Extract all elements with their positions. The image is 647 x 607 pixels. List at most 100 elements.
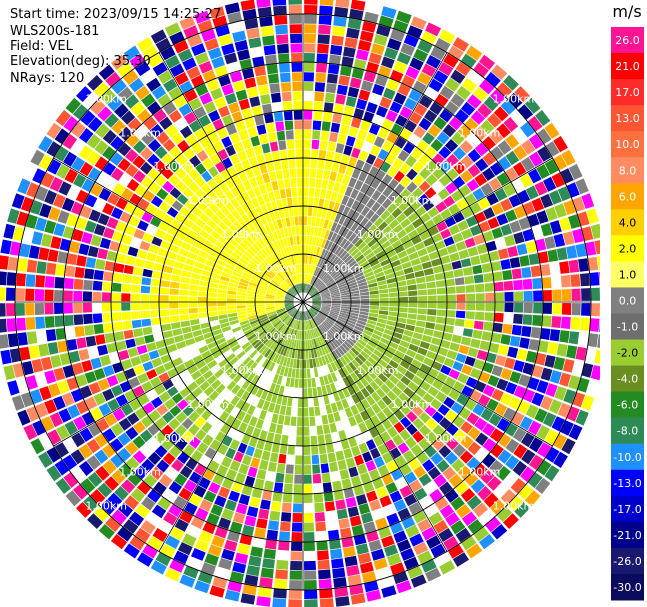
range-gate xyxy=(281,218,287,228)
range-ring-label: 1.00km xyxy=(391,194,433,207)
range-gate xyxy=(102,302,112,312)
range-gate xyxy=(421,527,437,541)
range-gate xyxy=(321,307,331,311)
range-gate xyxy=(256,310,266,315)
range-gate xyxy=(327,413,335,424)
range-gate xyxy=(466,302,476,311)
range-gate xyxy=(303,397,309,407)
range-gate xyxy=(245,331,255,338)
range-gate xyxy=(246,393,255,404)
range-gate xyxy=(133,364,145,376)
range-gate xyxy=(415,276,426,284)
range-gate xyxy=(328,64,340,75)
range-gate xyxy=(289,14,302,24)
range-gate xyxy=(375,423,386,435)
range-gate xyxy=(287,197,293,208)
range-gate xyxy=(223,267,233,275)
range-gate xyxy=(285,296,294,300)
range-gate xyxy=(215,431,226,443)
range-gate xyxy=(256,366,265,377)
range-gate xyxy=(497,140,512,155)
range-gate xyxy=(382,452,394,464)
range-gate xyxy=(351,68,364,80)
range-gate xyxy=(286,139,295,150)
range-gate xyxy=(238,422,248,433)
range-gate xyxy=(225,468,237,481)
range-gate xyxy=(169,288,179,295)
range-gate xyxy=(312,130,321,140)
range-gate xyxy=(114,103,129,118)
range-gate xyxy=(267,312,277,318)
range-gate xyxy=(337,459,347,471)
range-gate xyxy=(345,457,356,469)
range-gate xyxy=(332,324,342,332)
range-gate xyxy=(393,60,408,74)
range-gate xyxy=(575,178,589,195)
range-gate xyxy=(312,318,319,327)
range-gate xyxy=(286,357,291,368)
range-gate xyxy=(393,499,407,512)
range-gate xyxy=(359,376,369,387)
range-gate xyxy=(513,205,527,219)
range-gate xyxy=(417,347,428,356)
range-gate xyxy=(141,381,153,393)
range-gate xyxy=(110,453,124,468)
range-gate xyxy=(296,235,300,245)
range-gate xyxy=(502,323,513,335)
range-gate xyxy=(446,294,456,302)
range-gate xyxy=(348,361,357,372)
range-gate xyxy=(93,198,106,212)
range-gate xyxy=(163,101,177,116)
range-gate xyxy=(327,373,334,384)
range-gate xyxy=(169,559,185,573)
range-gate xyxy=(57,340,68,353)
range-gate xyxy=(291,53,302,63)
range-gate xyxy=(435,316,446,324)
range-gate xyxy=(360,305,370,309)
range-gate xyxy=(566,245,578,259)
range-gate xyxy=(265,202,273,213)
range-gate xyxy=(360,298,370,302)
range-gate xyxy=(199,229,210,239)
range-gate xyxy=(437,404,450,416)
range-gate xyxy=(439,417,452,430)
range-gate xyxy=(283,257,290,267)
range-gate xyxy=(0,303,6,317)
range-gate xyxy=(399,404,411,416)
range-gate xyxy=(295,320,299,330)
range-gate xyxy=(217,148,229,161)
range-gate xyxy=(267,350,274,360)
range-gate xyxy=(196,392,208,403)
range-gate xyxy=(142,326,153,336)
range-gate xyxy=(152,62,168,76)
range-gate xyxy=(444,270,454,279)
range-gate xyxy=(292,197,298,207)
range-gate xyxy=(350,307,360,311)
range-gate xyxy=(360,295,370,299)
range-gate xyxy=(525,350,537,363)
range-gate xyxy=(395,114,408,127)
range-gate xyxy=(412,417,425,430)
range-gate xyxy=(403,329,414,337)
range-gate xyxy=(247,312,257,317)
range-gate xyxy=(123,45,140,61)
range-gate xyxy=(357,552,372,565)
range-gate xyxy=(404,370,415,381)
range-gate xyxy=(549,262,561,275)
range-gate xyxy=(175,180,188,193)
range-gate xyxy=(313,278,320,287)
range-gate xyxy=(512,162,527,177)
range-gate xyxy=(346,565,360,577)
range-gate xyxy=(393,530,408,544)
colorbar-tick-label: 4.0 xyxy=(619,216,637,229)
range-gate xyxy=(306,320,309,330)
range-gate xyxy=(553,433,568,450)
range-gate xyxy=(470,338,481,349)
range-gate xyxy=(267,256,275,265)
range-gate xyxy=(460,336,472,346)
range-gate xyxy=(379,293,389,298)
azimuth-spoke xyxy=(158,301,304,552)
range-gate xyxy=(488,250,500,262)
range-gate xyxy=(349,333,359,341)
velocity-sweep xyxy=(0,0,600,607)
